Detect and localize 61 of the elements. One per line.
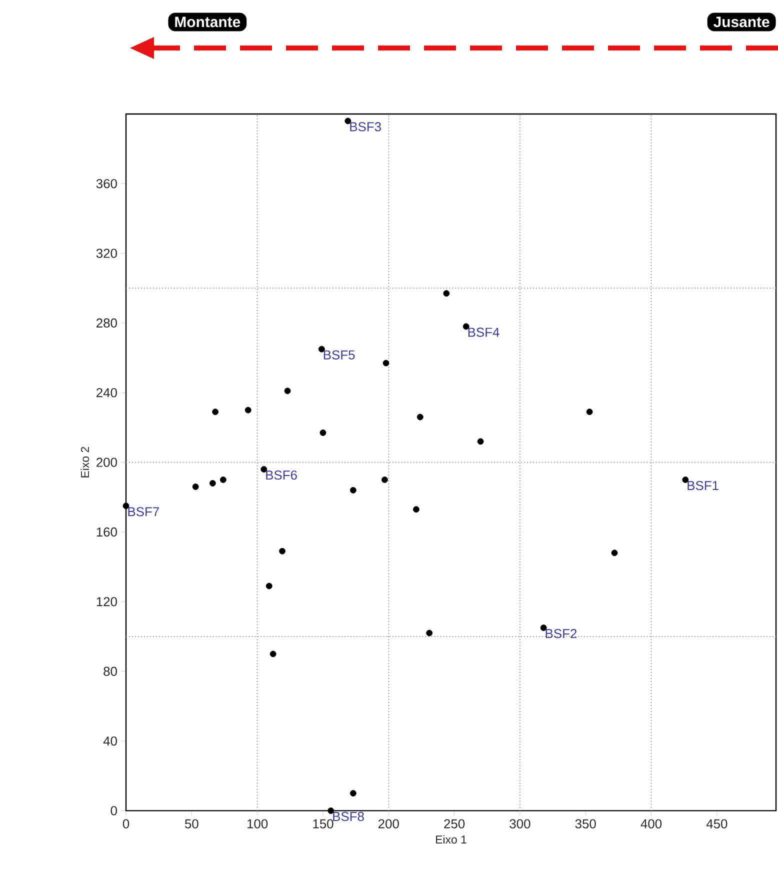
text: Montante — [175, 16, 240, 28]
point — [443, 290, 450, 297]
y-tick-label: 120 — [96, 597, 117, 606]
x-tick-label: 400 — [640, 819, 662, 828]
point — [477, 438, 484, 445]
y-tick-label: 280 — [96, 318, 117, 328]
point — [381, 476, 388, 483]
point — [320, 430, 326, 436]
y-tick-label: 0 — [110, 806, 117, 816]
point — [350, 790, 356, 796]
x-tick-label: 250 — [444, 819, 465, 828]
point — [260, 466, 268, 473]
point — [382, 360, 390, 366]
point — [284, 388, 291, 394]
y-axis-title: Eixo 2 — [80, 447, 90, 478]
point — [212, 408, 218, 416]
point — [328, 808, 334, 814]
point — [426, 630, 433, 636]
x-axis-title: Eixo 1 — [436, 835, 466, 844]
annotation: BSF6 — [266, 470, 297, 480]
annotation: BSF1 — [688, 480, 718, 490]
point — [682, 476, 689, 483]
y-tick-label: 80 — [104, 666, 117, 676]
point — [350, 487, 356, 494]
y-tick-label: 40 — [103, 736, 117, 746]
point — [416, 414, 424, 420]
x-tick-label: 100 — [247, 819, 268, 828]
point — [270, 650, 276, 658]
x-tick-label: 300 — [510, 819, 530, 828]
point — [540, 624, 547, 632]
y-tick-label: 160 — [96, 527, 117, 537]
annotation: BSF3 — [350, 122, 381, 132]
y-tick-label: 240 — [96, 388, 117, 398]
x-tick-label: 350 — [575, 819, 596, 828]
annotation: BSF7 — [128, 507, 159, 516]
x-tick-label: 150 — [313, 819, 334, 828]
point — [413, 506, 420, 513]
point — [611, 550, 618, 556]
x-tick-label: 200 — [378, 819, 399, 828]
annotation: BSF4 — [468, 328, 500, 337]
point — [244, 406, 252, 414]
y-tick-label: 200 — [96, 458, 117, 467]
point — [344, 118, 352, 124]
x-tick-label: 450 — [706, 819, 728, 828]
point — [318, 346, 325, 352]
y-tick-label: 320 — [96, 248, 117, 258]
text: Jusante — [714, 16, 770, 28]
point — [586, 408, 593, 416]
point — [209, 480, 216, 486]
point — [220, 476, 226, 483]
y-tick-label: 360 — [96, 179, 117, 188]
point — [462, 323, 470, 330]
point — [192, 484, 199, 490]
annotation: BSF2 — [546, 629, 577, 638]
x-tick-label: 50 — [184, 819, 198, 828]
point — [279, 548, 286, 554]
annotation: BSF8 — [333, 812, 364, 822]
point — [122, 502, 130, 510]
x-tick-label: 0 — [122, 819, 130, 828]
point — [266, 582, 272, 590]
annotation: BSF5 — [324, 350, 355, 360]
